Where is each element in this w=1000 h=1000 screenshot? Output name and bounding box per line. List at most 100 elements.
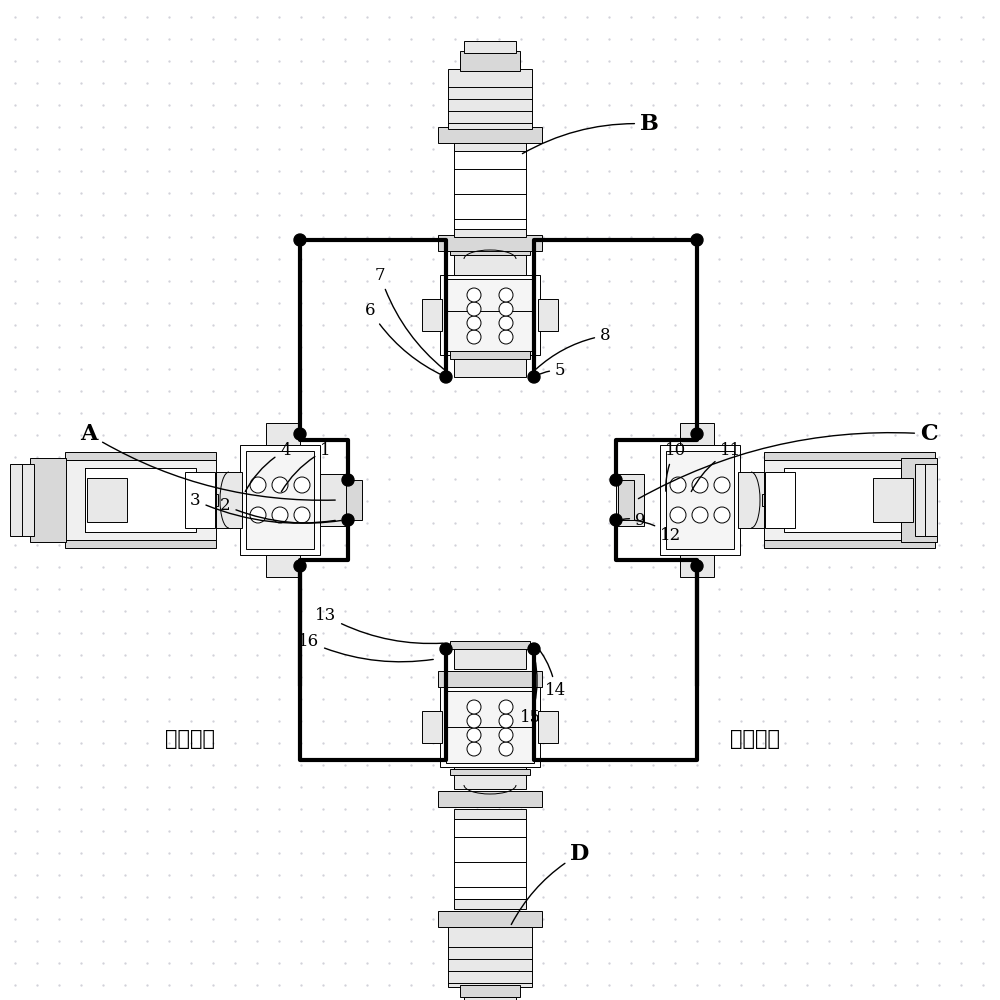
Circle shape bbox=[467, 302, 481, 316]
Circle shape bbox=[467, 728, 481, 742]
Circle shape bbox=[499, 288, 513, 302]
Circle shape bbox=[272, 477, 288, 493]
Bar bbox=[438, 911, 542, 927]
Circle shape bbox=[691, 428, 703, 440]
Bar bbox=[762, 494, 772, 506]
Bar bbox=[450, 351, 530, 359]
Circle shape bbox=[499, 728, 513, 742]
Bar bbox=[20, 464, 34, 536]
Text: 11: 11 bbox=[691, 442, 741, 492]
Bar bbox=[185, 472, 215, 528]
Text: A: A bbox=[80, 423, 335, 500]
Bar bbox=[438, 671, 542, 687]
Text: 15: 15 bbox=[520, 658, 541, 726]
Bar bbox=[660, 445, 740, 555]
Bar bbox=[422, 711, 442, 743]
Bar bbox=[454, 353, 526, 377]
Bar bbox=[460, 51, 520, 71]
Bar bbox=[538, 299, 558, 331]
Circle shape bbox=[714, 507, 730, 523]
Bar bbox=[448, 69, 532, 129]
Text: C: C bbox=[638, 423, 938, 499]
Circle shape bbox=[691, 234, 703, 246]
Circle shape bbox=[691, 560, 703, 572]
Text: 1: 1 bbox=[281, 442, 331, 492]
Bar bbox=[422, 299, 442, 331]
Bar bbox=[85, 468, 196, 532]
Circle shape bbox=[467, 330, 481, 344]
Bar bbox=[464, 997, 516, 1000]
Bar bbox=[460, 985, 520, 997]
Bar bbox=[438, 791, 542, 807]
Text: 13: 13 bbox=[315, 607, 443, 644]
Text: 14: 14 bbox=[536, 645, 566, 699]
Bar bbox=[450, 769, 530, 775]
Bar bbox=[764, 452, 935, 460]
Circle shape bbox=[499, 302, 513, 316]
Circle shape bbox=[714, 477, 730, 493]
Bar bbox=[438, 235, 542, 251]
Circle shape bbox=[528, 371, 540, 383]
Text: 6: 6 bbox=[365, 302, 443, 376]
Circle shape bbox=[499, 742, 513, 756]
Bar bbox=[446, 691, 534, 763]
Bar bbox=[240, 445, 320, 555]
Bar bbox=[901, 458, 937, 542]
Circle shape bbox=[692, 507, 708, 523]
Bar bbox=[87, 478, 127, 522]
Circle shape bbox=[528, 643, 540, 655]
Bar bbox=[464, 41, 516, 53]
Bar bbox=[454, 809, 526, 819]
Bar bbox=[440, 275, 540, 355]
Circle shape bbox=[499, 714, 513, 728]
Bar bbox=[446, 279, 534, 351]
Bar bbox=[450, 249, 530, 255]
Bar bbox=[266, 423, 300, 445]
Bar bbox=[65, 460, 216, 540]
Bar bbox=[784, 468, 915, 532]
Circle shape bbox=[294, 560, 306, 572]
Bar bbox=[765, 472, 795, 528]
Bar bbox=[65, 540, 216, 548]
Circle shape bbox=[467, 700, 481, 714]
Bar bbox=[454, 899, 526, 909]
Text: 2: 2 bbox=[220, 497, 341, 523]
Bar bbox=[666, 451, 734, 549]
Bar bbox=[925, 464, 937, 536]
Circle shape bbox=[250, 507, 266, 523]
Text: 8: 8 bbox=[536, 327, 611, 369]
Circle shape bbox=[294, 507, 310, 523]
Bar bbox=[873, 478, 913, 522]
Bar bbox=[454, 227, 526, 237]
Circle shape bbox=[272, 507, 288, 523]
Circle shape bbox=[610, 474, 622, 486]
Bar bbox=[454, 767, 526, 789]
Circle shape bbox=[670, 477, 686, 493]
Bar bbox=[764, 460, 935, 540]
Circle shape bbox=[467, 288, 481, 302]
Text: 10: 10 bbox=[665, 442, 686, 491]
Text: D: D bbox=[511, 843, 589, 925]
Circle shape bbox=[499, 700, 513, 714]
Circle shape bbox=[342, 514, 354, 526]
Bar bbox=[454, 819, 526, 899]
Bar bbox=[246, 451, 314, 549]
Circle shape bbox=[440, 643, 452, 655]
Bar bbox=[450, 641, 530, 649]
Bar bbox=[216, 472, 242, 528]
Circle shape bbox=[294, 428, 306, 440]
Text: B: B bbox=[522, 113, 659, 154]
Text: 3: 3 bbox=[190, 492, 335, 523]
Bar bbox=[618, 480, 634, 520]
Circle shape bbox=[670, 507, 686, 523]
Circle shape bbox=[467, 742, 481, 756]
Bar bbox=[454, 253, 526, 275]
Text: 4: 4 bbox=[245, 442, 291, 492]
Text: 9: 9 bbox=[623, 512, 646, 529]
Bar bbox=[438, 127, 542, 143]
Bar bbox=[915, 464, 927, 536]
Bar bbox=[454, 141, 526, 151]
Circle shape bbox=[250, 477, 266, 493]
Circle shape bbox=[467, 316, 481, 330]
Circle shape bbox=[499, 330, 513, 344]
